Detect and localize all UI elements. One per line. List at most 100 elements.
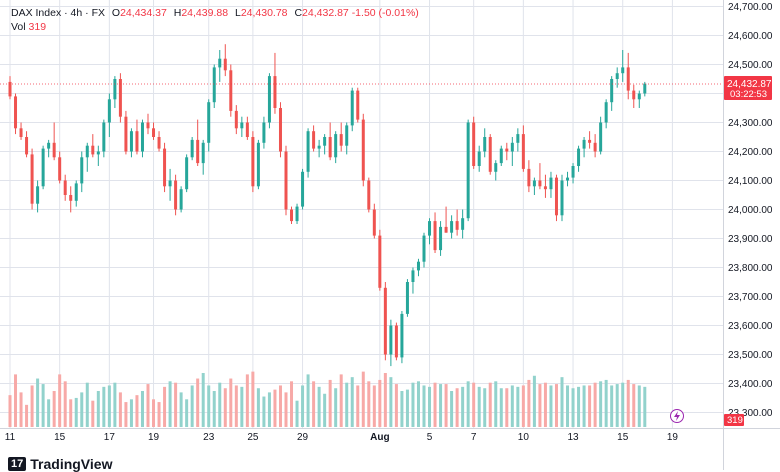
volume-bar: [378, 379, 382, 427]
exchange-label: FX: [91, 7, 105, 19]
candle: [521, 125, 525, 172]
candle: [361, 113, 365, 187]
candle-body: [52, 142, 56, 158]
candle: [306, 128, 310, 178]
price-tick-label: 23,400.00: [728, 379, 773, 390]
candle-body: [510, 142, 514, 152]
volume-bar: [505, 388, 509, 427]
candle: [190, 137, 194, 161]
candle-body: [168, 180, 172, 187]
volume-bar: [129, 399, 133, 427]
candle: [455, 209, 459, 236]
volume-bar: [223, 388, 227, 427]
price-tick-label: 23,700.00: [728, 292, 773, 303]
candle-body: [378, 235, 382, 288]
candle: [58, 151, 62, 184]
candle-body: [146, 122, 150, 129]
candle: [30, 148, 34, 210]
volume-bar: [135, 395, 139, 427]
candle-body: [488, 137, 492, 172]
candle: [47, 139, 51, 158]
interval-label[interactable]: 4h: [70, 7, 83, 19]
volume-bar: [36, 378, 40, 427]
volume-bar: [74, 397, 78, 427]
close-label: C: [294, 7, 303, 19]
volume-bar: [240, 386, 244, 427]
candle: [328, 122, 332, 161]
candle-body: [328, 137, 332, 158]
candle: [135, 119, 139, 155]
volume-tag-bg: [724, 414, 744, 426]
lightning-icon[interactable]: [670, 409, 684, 423]
volume-bar: [301, 385, 305, 427]
candle-body: [383, 287, 387, 355]
volume-bar: [428, 386, 432, 427]
candle: [538, 163, 542, 190]
candle: [284, 145, 288, 216]
candle-body: [599, 122, 603, 152]
candle-body: [582, 139, 586, 149]
candle-body: [543, 186, 547, 190]
volume-bar: [201, 373, 205, 427]
volume-bar: [14, 374, 18, 427]
candle-body: [416, 261, 420, 271]
candle-body: [400, 313, 404, 358]
candle: [450, 215, 454, 239]
volume-bar: [284, 392, 288, 427]
candle-body: [96, 151, 100, 155]
candle-body: [356, 90, 360, 120]
candle-body: [450, 221, 454, 233]
price-tick-label: 23,600.00: [728, 321, 773, 332]
candle-body: [350, 90, 354, 126]
volume-bar: [190, 385, 194, 427]
candle-body: [174, 180, 178, 210]
candle-body: [560, 180, 564, 216]
open-value: 24,434.37: [120, 7, 167, 19]
candle-body: [201, 142, 205, 164]
candle-body: [267, 76, 271, 123]
volume-bar: [439, 384, 443, 427]
candle: [212, 64, 216, 108]
volume-bar: [350, 377, 354, 427]
candle-body: [240, 122, 244, 129]
candle-body: [472, 122, 476, 166]
volume-bar: [461, 386, 465, 427]
volume-bar: [527, 379, 531, 427]
volume-bar: [290, 381, 294, 427]
candle: [588, 131, 592, 149]
time-tick-label: 10: [518, 432, 530, 443]
candle: [96, 145, 100, 166]
candle: [168, 168, 172, 201]
candle-body: [113, 79, 117, 100]
volume-bar: [63, 381, 67, 427]
time-tick-label: 5: [427, 432, 433, 443]
volume-bar: [621, 382, 625, 427]
candle: [41, 145, 45, 190]
candle-body: [152, 128, 156, 137]
symbol-name[interactable]: DAX Index: [11, 7, 62, 19]
candle: [566, 171, 570, 187]
candle-body: [389, 325, 393, 355]
candle: [278, 102, 282, 158]
candle: [472, 116, 476, 169]
volume-bar: [8, 395, 12, 427]
volume-bar: [483, 388, 487, 427]
candle: [582, 137, 586, 158]
candle: [389, 319, 393, 367]
volume-bar: [566, 385, 570, 427]
candle-body: [140, 122, 144, 152]
volume-bar: [91, 400, 95, 427]
candle-body: [8, 81, 12, 97]
candle-body: [577, 148, 581, 166]
volume-bar: [615, 384, 619, 427]
candle: [439, 221, 443, 256]
volume-bar: [152, 399, 156, 427]
time-tick-label: 15: [617, 432, 629, 443]
candle-body: [290, 209, 294, 222]
volume-bar: [416, 381, 420, 427]
candle: [554, 174, 558, 222]
candle-body: [494, 163, 498, 172]
candle: [14, 93, 18, 135]
